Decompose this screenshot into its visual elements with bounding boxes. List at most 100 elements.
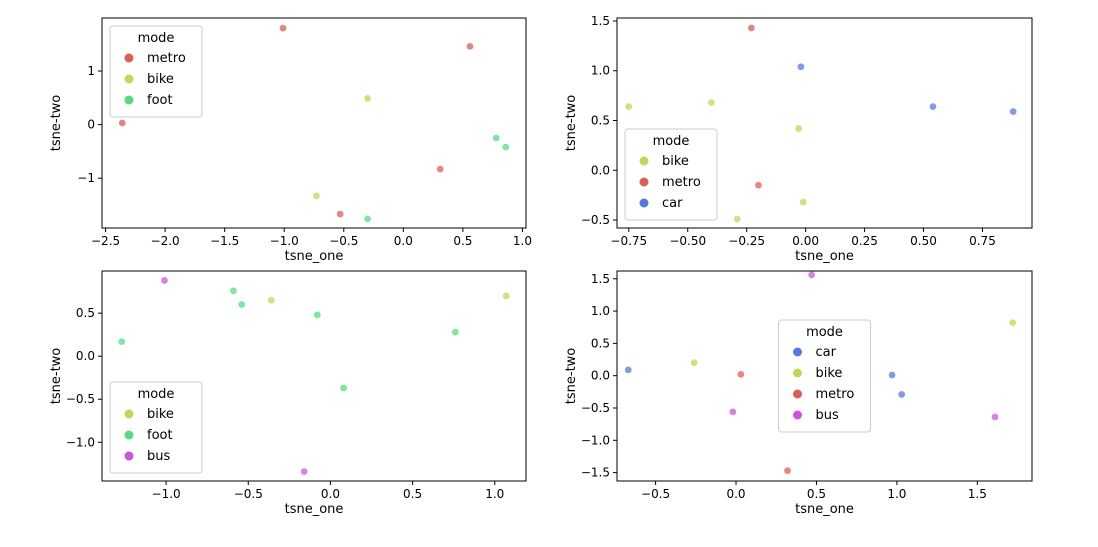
point bbox=[300, 467, 308, 476]
point bbox=[737, 370, 745, 379]
legend-label: car bbox=[662, 196, 683, 211]
point bbox=[313, 311, 322, 319]
legend-label: bike bbox=[147, 72, 174, 87]
point bbox=[237, 300, 246, 309]
subplot: −1.0 −0.5 0.0 0.5 1.0 −1.0 −0.5 0.0 0.5 tsne_one t… bbox=[49, 270, 527, 517]
subplot: −0.75 −0.50 −0.25 0.00 0.25 0.50 0.75 −0.5 0.0 0.… bbox=[564, 14, 1033, 264]
x-tick-label: −2.5 bbox=[91, 234, 120, 248]
y-tick-label: 1.0 bbox=[591, 304, 610, 318]
point bbox=[339, 384, 348, 392]
point bbox=[118, 119, 127, 127]
x-tick-label: 1.0 bbox=[513, 234, 532, 248]
legend-label: bus bbox=[147, 449, 170, 464]
legend-label: bike bbox=[816, 366, 843, 381]
y-tick-label: 0.0 bbox=[591, 369, 610, 383]
x-tick-label: 0.50 bbox=[910, 234, 937, 248]
legend-label: metro bbox=[147, 51, 186, 66]
y-axis-label: tsne-two bbox=[49, 95, 64, 152]
axes-frame bbox=[616, 17, 1033, 229]
point bbox=[754, 181, 763, 190]
legend-marker bbox=[639, 156, 649, 166]
point bbox=[797, 62, 805, 71]
x-tick-label: 0.75 bbox=[969, 234, 996, 248]
legend-marker bbox=[124, 74, 134, 84]
point bbox=[279, 24, 287, 33]
x-tick-label: 0.5 bbox=[403, 487, 422, 501]
legend: mode car bike metro bus bbox=[778, 319, 871, 433]
x-tick-label: 0.0 bbox=[394, 234, 413, 248]
y-tick-label: 1.0 bbox=[591, 64, 610, 78]
legend-marker bbox=[124, 53, 134, 63]
legend: mode metro bike foot bbox=[109, 25, 203, 118]
legend-label: car bbox=[816, 345, 837, 360]
legend-title: mode bbox=[806, 325, 843, 340]
y-tick-label: 0.0 bbox=[76, 349, 95, 363]
legend-box bbox=[778, 319, 871, 433]
point bbox=[707, 98, 716, 107]
y-tick-label: 1.5 bbox=[591, 14, 610, 28]
point bbox=[466, 42, 474, 51]
point bbox=[690, 358, 699, 367]
point bbox=[451, 328, 460, 336]
x-axis-label: tsne_one bbox=[795, 249, 854, 264]
x-tick-label: −1.5 bbox=[210, 234, 239, 248]
legend-marker bbox=[793, 389, 802, 399]
y-tick-label: −1.0 bbox=[581, 433, 610, 447]
legend-box bbox=[624, 128, 718, 221]
axes-frame bbox=[616, 270, 1033, 482]
legend-marker bbox=[639, 177, 649, 187]
legend-marker bbox=[793, 368, 802, 378]
x-tick-label: −0.75 bbox=[610, 234, 647, 248]
y-tick-label: −1.0 bbox=[66, 435, 95, 449]
y-tick-label: −0.5 bbox=[66, 392, 95, 406]
legend-marker bbox=[793, 347, 802, 357]
y-axis-label: tsne-two bbox=[564, 348, 579, 405]
point bbox=[897, 390, 906, 399]
y-tick-label: −0.5 bbox=[581, 213, 610, 227]
legend-marker bbox=[124, 409, 134, 419]
y-tick-label: 1.5 bbox=[591, 272, 610, 286]
legend-title: mode bbox=[653, 134, 690, 149]
legend-label: bike bbox=[662, 154, 689, 169]
legend-box bbox=[109, 25, 203, 118]
x-tick-label: 0.0 bbox=[726, 487, 745, 501]
x-axis-label: tsne_one bbox=[285, 502, 344, 517]
x-axis-label: tsne_one bbox=[795, 502, 854, 517]
point bbox=[312, 192, 321, 200]
legend-label: foot bbox=[147, 93, 173, 108]
point bbox=[799, 198, 808, 206]
x-tick-label: −0.25 bbox=[728, 234, 765, 248]
y-tick-label: 0.5 bbox=[76, 306, 95, 320]
legend-marker bbox=[124, 451, 134, 461]
legend: mode bike metro car bbox=[624, 128, 718, 221]
point bbox=[991, 413, 999, 421]
point bbox=[229, 286, 238, 295]
point bbox=[807, 271, 816, 279]
x-tick-label: 0.0 bbox=[321, 487, 340, 501]
legend-title: mode bbox=[138, 31, 175, 46]
point bbox=[336, 210, 345, 218]
legend-label: metro bbox=[662, 175, 701, 190]
x-tick-label: −0.50 bbox=[669, 234, 706, 248]
point bbox=[501, 143, 510, 151]
x-tick-label: −0.5 bbox=[641, 487, 670, 501]
subplot: −2.5 −2.0 −1.5 −1.0 −0.5 0.0 0.5 1.0 −1 0 1 tsne_on… bbox=[49, 17, 532, 264]
x-tick-label: 0.5 bbox=[807, 487, 826, 501]
point bbox=[492, 134, 501, 142]
legend-label: bus bbox=[816, 408, 839, 423]
point bbox=[436, 165, 445, 173]
point bbox=[728, 408, 737, 416]
point bbox=[624, 102, 633, 111]
x-tick-label: 1.0 bbox=[887, 487, 906, 501]
y-tick-label: −1 bbox=[77, 171, 95, 185]
point bbox=[502, 292, 511, 300]
axes-frame bbox=[101, 17, 527, 229]
x-tick-label: −2.0 bbox=[151, 234, 180, 248]
legend-title: mode bbox=[138, 387, 175, 402]
point bbox=[747, 24, 756, 32]
x-tick-label: −1.0 bbox=[152, 487, 181, 501]
subplot: −0.5 0.0 0.5 1.0 1.5 −1.5 −1.0 −0.5 0.0 0.5 1.0 1.5… bbox=[564, 270, 1033, 517]
x-tick-label: 0.25 bbox=[851, 234, 878, 248]
x-tick-label: −0.5 bbox=[329, 234, 358, 248]
